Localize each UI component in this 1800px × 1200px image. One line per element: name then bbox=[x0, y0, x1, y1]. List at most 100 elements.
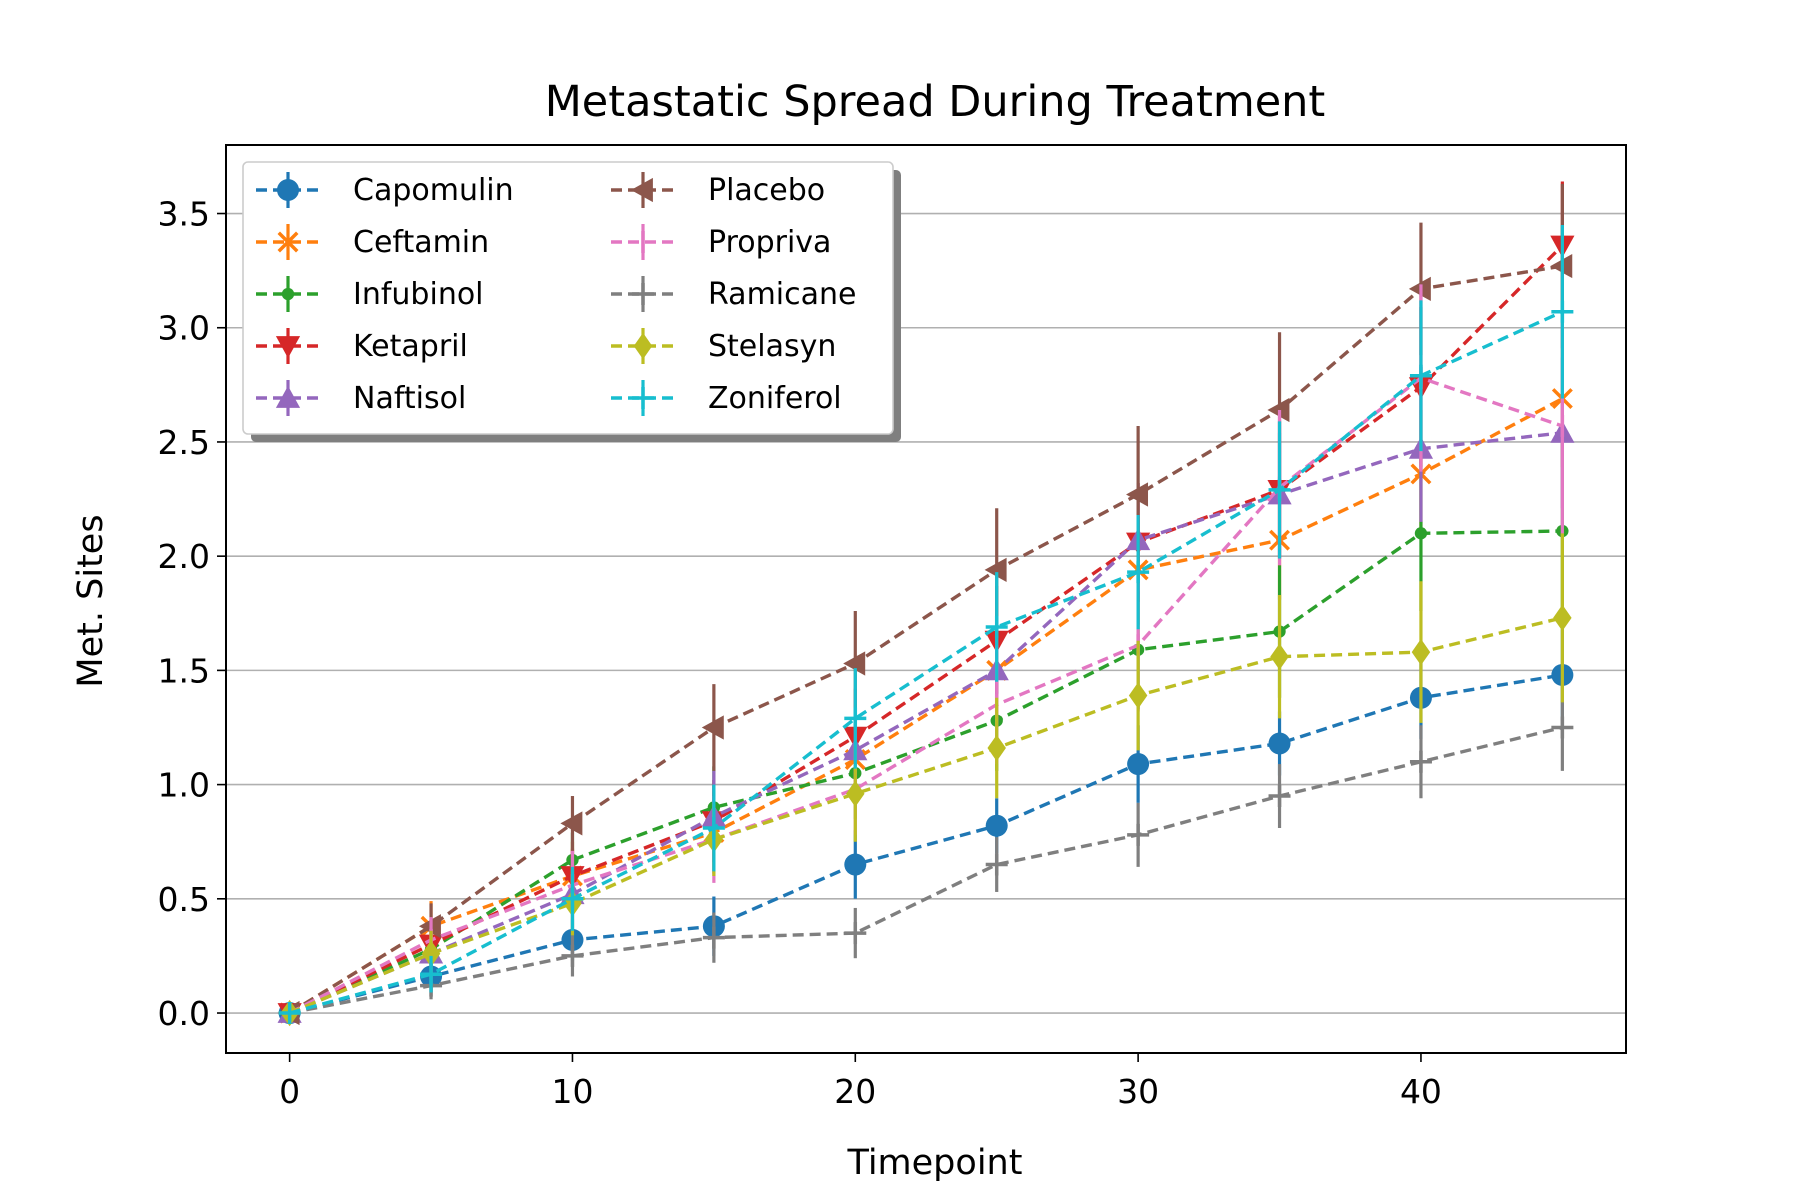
legend-label: Propriva bbox=[708, 225, 831, 260]
series-group bbox=[277, 181, 1575, 1027]
data-point bbox=[560, 811, 583, 836]
data-point bbox=[1268, 478, 1291, 501]
legend-label: Ramicane bbox=[708, 277, 856, 312]
data-point bbox=[1126, 482, 1149, 507]
legend-marker bbox=[632, 387, 654, 409]
legend-marker bbox=[633, 332, 653, 360]
data-point bbox=[1127, 753, 1150, 776]
legend-label: Ceftamin bbox=[353, 225, 489, 260]
x-tick-label: 20 bbox=[834, 1072, 876, 1111]
data-point bbox=[1411, 638, 1431, 666]
data-point bbox=[561, 887, 584, 910]
data-point bbox=[987, 734, 1006, 762]
data-point bbox=[844, 853, 867, 876]
data-point bbox=[985, 615, 1008, 638]
legend-marker bbox=[630, 177, 653, 203]
data-point bbox=[1409, 364, 1432, 387]
data-point bbox=[985, 853, 1008, 876]
y-tick-label: 0.5 bbox=[158, 880, 210, 919]
legend-box bbox=[242, 161, 894, 435]
legend-label: Naftisol bbox=[353, 381, 466, 416]
series-line bbox=[289, 310, 1564, 1015]
legend: Capomulin Ceftamin Infubinol Ketapril Naftis… bbox=[242, 161, 901, 442]
legend-label: Capomulin bbox=[353, 173, 514, 208]
legend-item: Ramicane bbox=[611, 276, 856, 312]
data-point bbox=[1268, 732, 1291, 755]
legend-marker bbox=[275, 336, 301, 359]
data-point bbox=[844, 922, 867, 945]
x-axis-label: Timepoint bbox=[847, 1143, 1023, 1183]
data-point bbox=[1551, 300, 1574, 323]
plot-frame bbox=[225, 144, 1627, 1054]
data-point bbox=[701, 715, 724, 740]
series-line bbox=[289, 725, 1563, 1015]
x-tick-label: 30 bbox=[1117, 1072, 1159, 1111]
data-point bbox=[844, 707, 867, 730]
y-axis: 0.0 0.5 1.0 1.5 2.0 2.5 3.0 3.5 bbox=[158, 195, 226, 1033]
y-tick-label: 1.5 bbox=[158, 651, 210, 690]
series-line bbox=[288, 529, 1563, 1015]
y-tick-label: 3.0 bbox=[158, 309, 210, 348]
data-point bbox=[1409, 750, 1432, 773]
legend-marker bbox=[281, 287, 295, 301]
data-point bbox=[1551, 716, 1574, 739]
data-point bbox=[702, 816, 725, 839]
legend-item: Placebo bbox=[611, 172, 825, 208]
legend-marker bbox=[277, 179, 299, 201]
data-point bbox=[985, 814, 1008, 837]
y-tick-label: 2.5 bbox=[158, 423, 210, 462]
data-point bbox=[1553, 604, 1572, 632]
data-point bbox=[1127, 823, 1150, 846]
x-tick-label: 40 bbox=[1400, 1072, 1442, 1111]
legend-label: Zoniferol bbox=[708, 381, 842, 416]
x-tick-label: 0 bbox=[279, 1072, 300, 1111]
data-point bbox=[278, 1002, 301, 1025]
legend-item: Ceftamin bbox=[256, 224, 489, 260]
series-line bbox=[288, 264, 1563, 1015]
data-point bbox=[1414, 527, 1428, 540]
y-tick-label: 2.0 bbox=[158, 537, 210, 576]
series-line bbox=[288, 616, 1563, 1015]
data-point bbox=[421, 940, 441, 967]
data-point bbox=[846, 780, 865, 807]
legend-label: Infubinol bbox=[353, 277, 484, 312]
legend-item: Stelasyn bbox=[611, 328, 836, 364]
data-point bbox=[843, 651, 866, 676]
x-tick-label: 10 bbox=[551, 1072, 593, 1111]
legend-item: Infubinol bbox=[256, 276, 484, 312]
series-line bbox=[288, 431, 1563, 1015]
legend-marker bbox=[275, 385, 301, 408]
series-line bbox=[289, 673, 1563, 1015]
data-point bbox=[984, 557, 1007, 582]
legend-label: Placebo bbox=[708, 173, 825, 208]
legend-label: Ketapril bbox=[353, 329, 468, 364]
x-axis: 0 10 20 30 40 bbox=[279, 1053, 1442, 1111]
series-line bbox=[288, 244, 1564, 1015]
data-point bbox=[561, 944, 584, 967]
legend-item: Naftisol bbox=[256, 380, 466, 416]
legend-item: Zoniferol bbox=[611, 380, 842, 416]
legend-item: Propriva bbox=[611, 224, 831, 260]
legend-item: Capomulin bbox=[256, 172, 514, 208]
y-tick-label: 1.0 bbox=[158, 766, 210, 805]
legend-item: Ketapril bbox=[256, 328, 468, 364]
data-point bbox=[1127, 561, 1150, 584]
y-axis-label: Met. Sites bbox=[71, 514, 111, 687]
y-tick-label: 0.0 bbox=[158, 994, 210, 1033]
y-tick-label: 3.5 bbox=[158, 195, 210, 234]
data-point bbox=[420, 963, 443, 986]
data-point bbox=[1268, 785, 1291, 808]
plot-area: 0.0 0.5 1.0 1.5 2.0 2.5 3.0 3.5 0 10 20 30 40 bbox=[158, 144, 1627, 1111]
legend-marker bbox=[277, 231, 299, 253]
chart-title: Metastatic Spread During Treatment bbox=[545, 77, 1326, 127]
series-zoniferol bbox=[278, 224, 1574, 1025]
data-point bbox=[702, 926, 725, 949]
legend-label: Stelasyn bbox=[708, 329, 836, 364]
series-line bbox=[288, 397, 1564, 1015]
data-point bbox=[1128, 682, 1148, 709]
legend-marker bbox=[632, 283, 654, 305]
data-point bbox=[1270, 643, 1289, 670]
series-line bbox=[288, 376, 1563, 1015]
